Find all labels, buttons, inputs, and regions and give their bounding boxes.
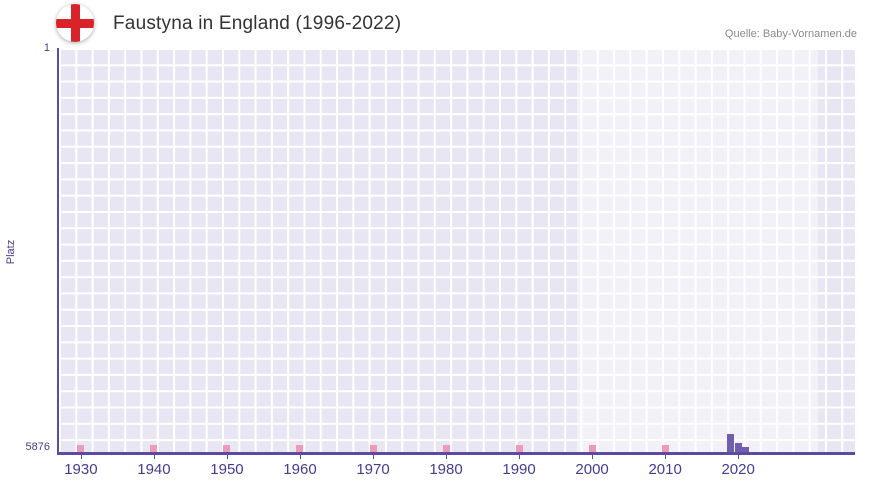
- x-tick-1940: [153, 455, 155, 459]
- x-tick-1960: [299, 455, 301, 459]
- chart-title: Faustyna in England (1996-2022): [113, 13, 402, 34]
- y-axis-title: Platz: [0, 48, 22, 455]
- no-rank-marker-1960: [296, 445, 304, 452]
- x-tick-label-1970: 1970: [356, 461, 390, 478]
- rank-bar-2021: [741, 447, 749, 452]
- no-rank-marker-1940: [150, 445, 158, 452]
- no-rank-marker-1990: [515, 445, 523, 452]
- no-rank-marker-2010: [661, 445, 669, 452]
- rank-bar-2019: [727, 434, 735, 452]
- no-rank-marker-1970: [369, 445, 377, 452]
- rank-bar-2020: [734, 442, 742, 452]
- x-tick-label-1990: 1990: [502, 461, 536, 478]
- x-tick-label-2020: 2020: [721, 461, 755, 478]
- x-tick-1990: [519, 455, 521, 459]
- x-tick-1930: [80, 455, 82, 459]
- no-rank-marker-1930: [77, 445, 85, 452]
- y-axis-title-text: Platz: [5, 239, 17, 264]
- x-tick-1970: [373, 455, 375, 459]
- y-axis-bottom-label: 5876: [25, 441, 50, 453]
- x-tick-label-1930: 1930: [64, 461, 98, 478]
- no-rank-marker-1950: [223, 445, 231, 452]
- x-tick-label-1980: 1980: [429, 461, 463, 478]
- y-axis-top-label: 1: [43, 42, 50, 54]
- no-rank-marker-2000: [588, 445, 596, 452]
- x-tick-2010: [665, 455, 667, 459]
- x-tick-2020: [738, 455, 740, 459]
- flag-cross-horizontal: [56, 18, 94, 28]
- x-tick-label-2010: 2010: [648, 461, 682, 478]
- x-tick-label-1950: 1950: [210, 461, 244, 478]
- no-rank-marker-1980: [442, 445, 450, 452]
- x-tick-2000: [592, 455, 594, 459]
- x-tick-1950: [226, 455, 228, 459]
- x-tick-label-1940: 1940: [137, 461, 171, 478]
- highlight-band: [577, 48, 819, 452]
- x-tick-label-2000: 2000: [575, 461, 609, 478]
- plot-area: [57, 48, 855, 455]
- england-flag-icon: [56, 4, 94, 42]
- x-tick-label-1960: 1960: [283, 461, 317, 478]
- source-credit: Quelle: Baby-Vornamen.de: [724, 28, 857, 40]
- x-tick-1980: [446, 455, 448, 459]
